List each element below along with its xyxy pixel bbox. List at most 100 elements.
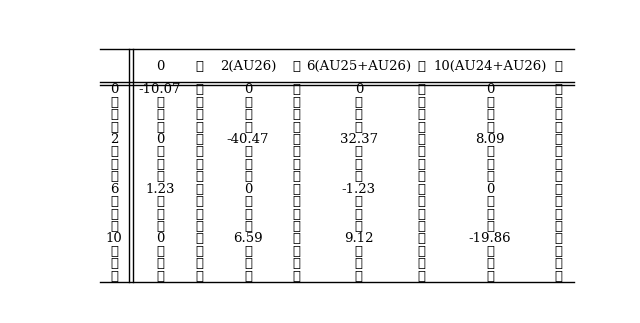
Text: ⋮: ⋮ [196,96,204,109]
Text: 10: 10 [106,233,123,245]
Text: ⋮: ⋮ [554,158,563,171]
Text: ⋮: ⋮ [244,145,252,158]
Text: 10(AU24+AU26): 10(AU24+AU26) [433,60,547,73]
Text: 32.37: 32.37 [340,133,378,146]
Text: ⋮: ⋮ [292,145,300,158]
Text: ⋮: ⋮ [110,220,118,233]
Text: 2: 2 [110,133,118,146]
Text: ⋮: ⋮ [554,145,563,158]
Text: ⋮: ⋮ [196,108,204,121]
Text: ⋮: ⋮ [417,96,426,109]
Text: ⋮: ⋮ [486,96,494,109]
Text: ⋮: ⋮ [417,257,426,270]
Text: ⋮: ⋮ [244,208,252,221]
Text: ⋮: ⋮ [292,170,300,183]
Text: ⋮: ⋮ [156,145,164,158]
Text: ⋮: ⋮ [355,96,363,109]
Text: ⋮: ⋮ [244,158,252,171]
Text: ⋮: ⋮ [110,195,118,208]
Text: 2(AU26): 2(AU26) [220,60,276,73]
Text: ⋮: ⋮ [417,270,426,283]
Text: ⋮: ⋮ [554,195,563,208]
Text: ⋮: ⋮ [417,108,426,121]
Text: ⋮: ⋮ [196,245,204,258]
Text: ⋮: ⋮ [196,257,204,270]
Text: ⋮: ⋮ [110,120,118,133]
Text: ⋮: ⋮ [486,120,494,133]
Text: 0: 0 [244,183,252,196]
Text: ⋮: ⋮ [292,270,300,283]
Text: ⋮: ⋮ [110,158,118,171]
Text: ⋮: ⋮ [244,245,252,258]
Text: ⋮: ⋮ [355,145,363,158]
Text: ⋮: ⋮ [196,270,204,283]
Text: ⋮: ⋮ [355,195,363,208]
Text: ⋮: ⋮ [292,257,300,270]
Text: ⋮: ⋮ [417,120,426,133]
Text: -10.07: -10.07 [139,83,181,96]
Text: ⋯: ⋯ [196,133,204,146]
Text: 9.12: 9.12 [344,233,374,245]
Text: ⋮: ⋮ [292,96,300,109]
Text: ⋯: ⋯ [292,60,300,73]
Text: ⋯: ⋯ [417,60,426,73]
Text: ⋮: ⋮ [554,120,563,133]
Text: ⋮: ⋮ [244,220,252,233]
Text: 0: 0 [110,83,118,96]
Text: ⋮: ⋮ [355,108,363,121]
Text: 1.23: 1.23 [145,183,175,196]
Text: ⋮: ⋮ [486,195,494,208]
Text: ⋮: ⋮ [292,108,300,121]
Text: ⋮: ⋮ [486,245,494,258]
Text: ⋮: ⋮ [486,170,494,183]
Text: ⋮: ⋮ [355,208,363,221]
Text: ⋯: ⋯ [417,233,426,245]
Text: 8.09: 8.09 [476,133,505,146]
Text: ⋮: ⋮ [292,120,300,133]
Text: ⋯: ⋯ [417,183,426,196]
Text: ⋯: ⋯ [554,233,563,245]
Text: 6(AU25+AU26): 6(AU25+AU26) [307,60,412,73]
Text: ⋯: ⋯ [417,83,426,96]
Text: ⋯: ⋯ [417,133,426,146]
Text: 0: 0 [486,183,494,196]
Text: ⋮: ⋮ [196,170,204,183]
Text: ⋮: ⋮ [417,195,426,208]
Text: ⋮: ⋮ [196,158,204,171]
Text: ⋮: ⋮ [292,158,300,171]
Text: ⋮: ⋮ [554,170,563,183]
Text: ⋯: ⋯ [196,83,204,96]
Text: ⋯: ⋯ [292,133,300,146]
Text: -40.47: -40.47 [227,133,269,146]
Text: ⋯: ⋯ [292,83,300,96]
Text: ⋮: ⋮ [156,108,164,121]
Text: ⋮: ⋮ [486,220,494,233]
Text: 6.59: 6.59 [233,233,263,245]
Text: ⋯: ⋯ [554,133,563,146]
Text: ⋯: ⋯ [554,60,563,73]
Text: ⋯: ⋯ [196,183,204,196]
Text: ⋮: ⋮ [156,195,164,208]
Text: ⋮: ⋮ [292,245,300,258]
Text: ⋮: ⋮ [554,220,563,233]
Text: ⋮: ⋮ [244,195,252,208]
Text: ⋮: ⋮ [244,170,252,183]
Text: ⋮: ⋮ [156,170,164,183]
Text: ⋮: ⋮ [554,270,563,283]
Text: ⋮: ⋮ [156,270,164,283]
Text: ⋯: ⋯ [292,233,300,245]
Text: 0: 0 [486,83,494,96]
Text: ⋮: ⋮ [417,145,426,158]
Text: ⋮: ⋮ [417,170,426,183]
Text: ⋮: ⋮ [244,96,252,109]
Text: ⋮: ⋮ [156,158,164,171]
Text: ⋮: ⋮ [554,108,563,121]
Text: ⋮: ⋮ [244,257,252,270]
Text: ⋯: ⋯ [196,60,204,73]
Text: 0: 0 [156,233,164,245]
Text: ⋮: ⋮ [196,195,204,208]
Text: ⋮: ⋮ [355,220,363,233]
Text: ⋮: ⋮ [486,108,494,121]
Text: ⋮: ⋮ [110,208,118,221]
Text: ⋮: ⋮ [486,158,494,171]
